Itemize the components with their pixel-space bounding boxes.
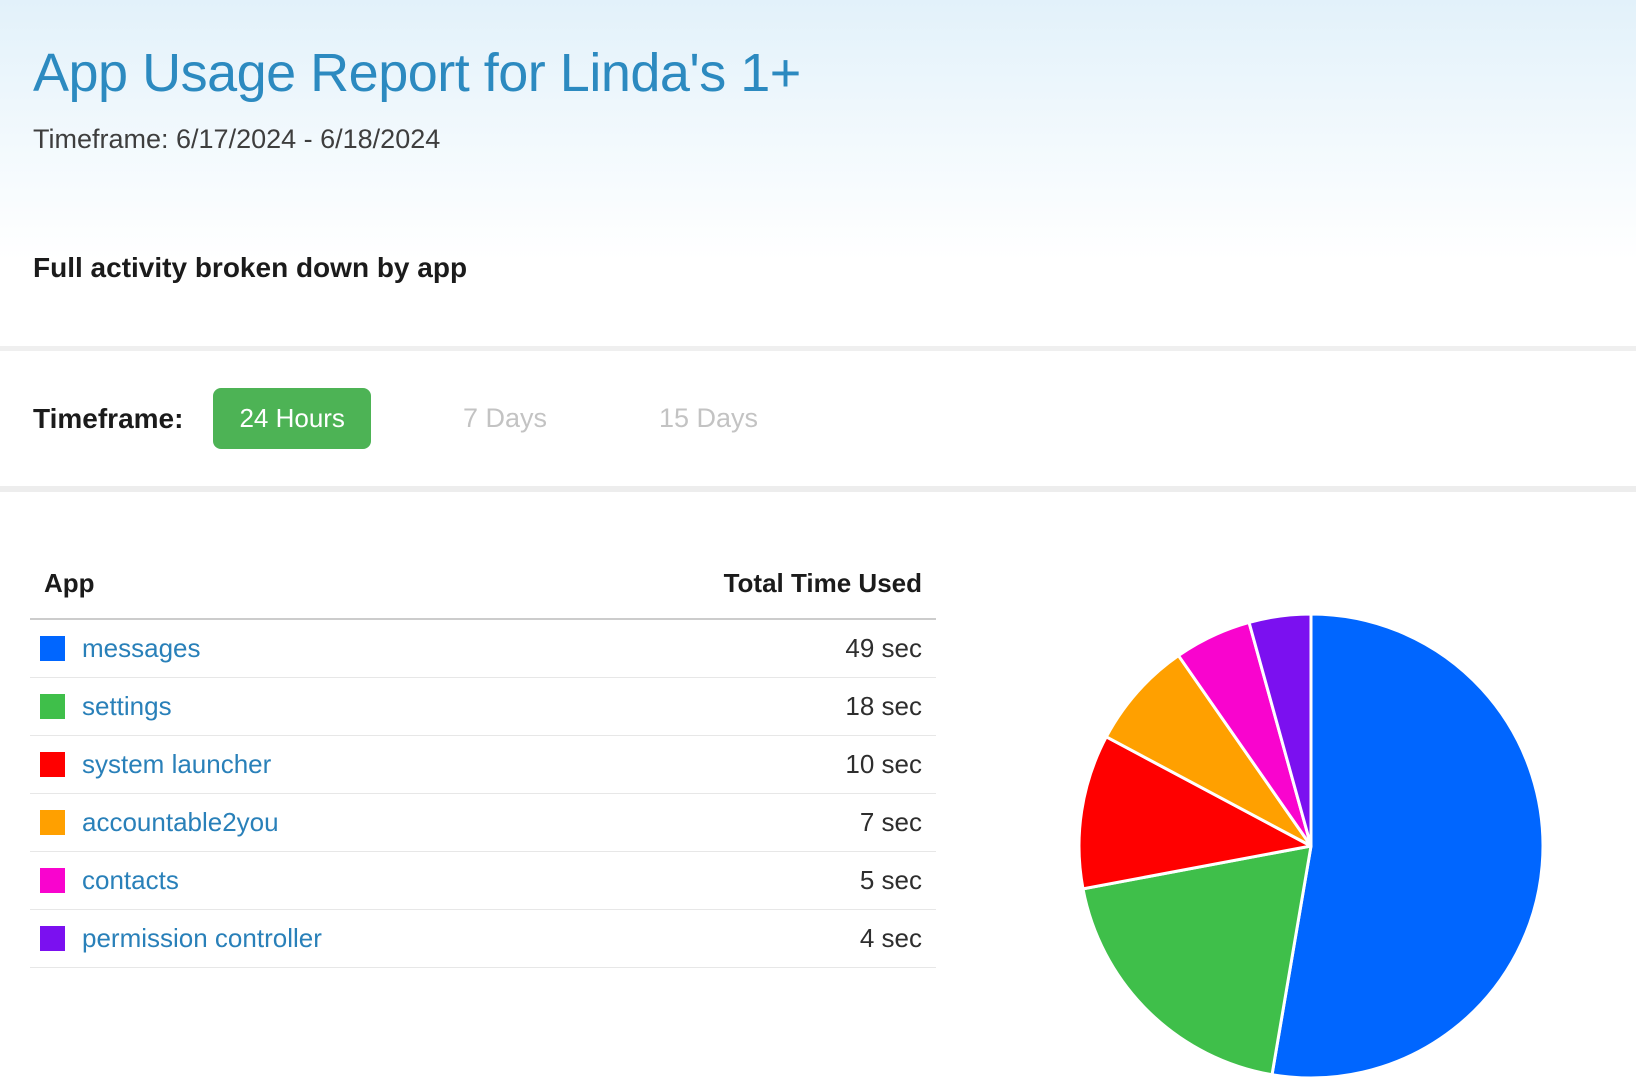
app-name-link[interactable]: messages: [82, 633, 201, 663]
app-name-link[interactable]: accountable2you: [82, 807, 279, 837]
pie-slice-messages[interactable]: [1270, 612, 1545, 1080]
timeframe-label: Timeframe:: [33, 402, 184, 434]
app-usage-table: App Total Time Used messages 49 sec sett…: [30, 568, 936, 968]
pie-chart-svg: [1077, 612, 1545, 1080]
app-time-value: 7 sec: [859, 807, 922, 837]
table-row: permission controller 4 sec: [30, 910, 936, 968]
pie-slice-accountable2you[interactable]: [1104, 654, 1313, 848]
app-name-link[interactable]: system launcher: [82, 749, 272, 779]
timeframe-15-days-button[interactable]: 15 Days: [658, 403, 759, 433]
pie-slice-system-launcher[interactable]: [1077, 735, 1313, 891]
app-usage-pie-chart: [1076, 611, 1546, 1081]
table-row: accountable2you 7 sec: [30, 794, 936, 852]
app-color-swatch: [40, 810, 65, 835]
report-timeframe-subtitle: Timeframe: 6/17/2024 - 6/18/2024: [33, 124, 441, 154]
app-color-swatch: [40, 926, 65, 951]
table-row: system launcher 10 sec: [30, 736, 936, 794]
table-row: settings 18 sec: [30, 678, 936, 736]
timeframe-24-hours-button[interactable]: 24 Hours: [213, 388, 371, 449]
section-heading: Full activity broken down by app: [33, 252, 468, 283]
pie-slice-settings[interactable]: [1081, 844, 1313, 1077]
report-header: App Usage Report for Linda's 1+ Timefram…: [0, 0, 1636, 155]
app-name-link[interactable]: contacts: [82, 865, 179, 895]
table-row: contacts 5 sec: [30, 852, 936, 910]
app-color-swatch: [40, 636, 65, 661]
pie-slice-permission-controller[interactable]: [1247, 612, 1313, 848]
section-divider-bottom: [0, 486, 1636, 492]
timeframe-selector: Timeframe: 24 Hours 7 Days 15 Days: [0, 351, 1636, 486]
table-row: messages 49 sec: [30, 620, 936, 678]
app-name-link[interactable]: permission controller: [82, 923, 322, 953]
report-content: App Total Time Used messages 49 sec sett…: [0, 568, 1636, 1080]
app-time-value: 49 sec: [845, 633, 922, 663]
app-table-body: messages 49 sec settings 18 sec system l…: [30, 620, 936, 968]
app-name-link[interactable]: settings: [82, 691, 172, 721]
app-time-value: 4 sec: [859, 923, 922, 953]
column-header-app: App: [44, 568, 95, 598]
app-color-swatch: [40, 868, 65, 893]
app-time-value: 10 sec: [845, 749, 922, 779]
app-color-swatch: [40, 752, 65, 777]
app-time-value: 5 sec: [859, 865, 922, 895]
app-color-swatch: [40, 694, 65, 719]
column-header-total-time: Total Time Used: [723, 568, 922, 598]
app-time-value: 18 sec: [845, 691, 922, 721]
section-divider-top: [0, 346, 1636, 351]
timeframe-7-days-button[interactable]: 7 Days: [462, 403, 547, 433]
table-header-row: App Total Time Used: [30, 568, 936, 620]
page-title: App Usage Report for Linda's 1+: [33, 43, 801, 103]
